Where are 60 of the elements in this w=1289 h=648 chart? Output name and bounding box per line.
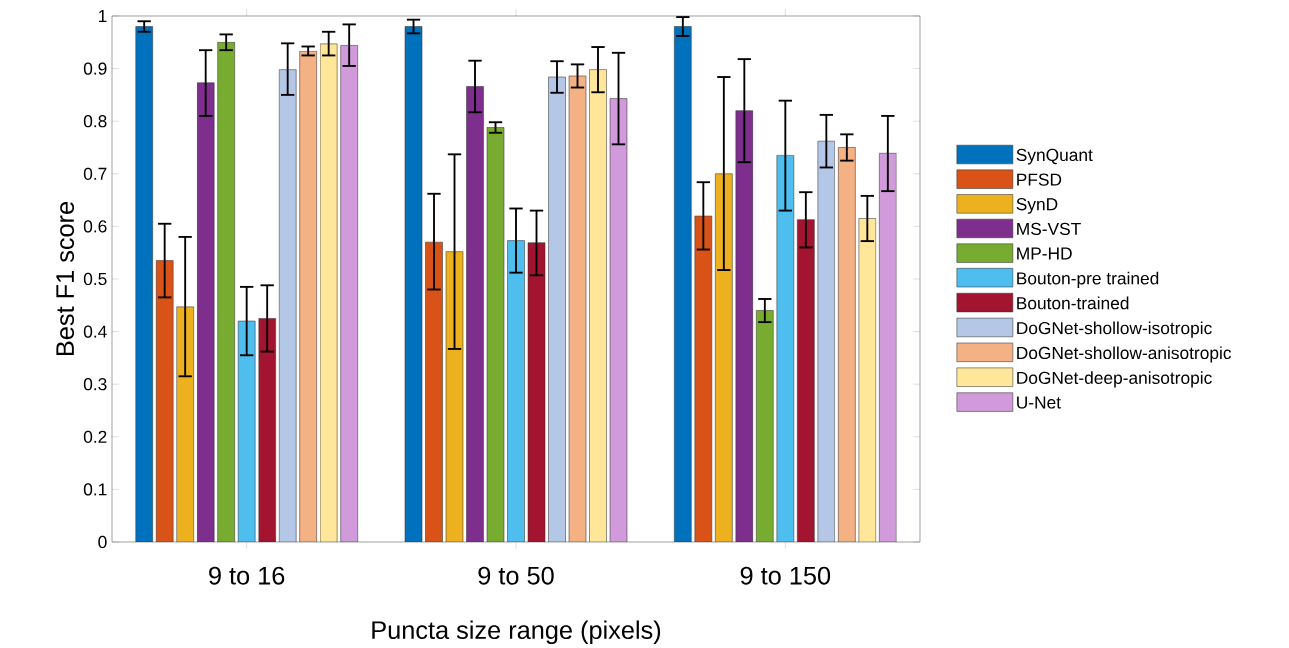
- bar: [155, 260, 174, 542]
- bar: [568, 75, 587, 542]
- bar: [486, 127, 505, 542]
- y-tick-label: 0.2: [83, 430, 107, 443]
- y-tick-label: 0.7: [83, 167, 107, 180]
- bar: [674, 26, 692, 542]
- x-tick-label: 9 to 16: [209, 566, 285, 585]
- bar: [715, 173, 733, 542]
- bar: [278, 69, 297, 542]
- y-tick-label: 0: [98, 535, 107, 549]
- bar: [589, 69, 607, 542]
- y-tick-label: 0.3: [83, 378, 107, 391]
- bar: [217, 42, 235, 542]
- bar: [404, 26, 423, 542]
- bar: [527, 242, 546, 542]
- bar: [548, 76, 566, 542]
- legend-label: SynQuant: [1016, 148, 1093, 165]
- bar: [258, 318, 276, 542]
- bar: [196, 82, 215, 542]
- legend-label: DoGNet-shollow-isotropic: [1017, 321, 1212, 338]
- bar: [858, 218, 877, 542]
- legend-label: SynD: [1016, 198, 1058, 214]
- bar: [466, 86, 484, 542]
- bar: [176, 306, 194, 542]
- y-tick-label: 1: [98, 10, 107, 22]
- y-tick-label: 0.5: [83, 272, 107, 286]
- bar: [838, 147, 856, 542]
- bar: [776, 155, 795, 542]
- bar: [735, 110, 754, 542]
- bar: [340, 45, 358, 542]
- bar: [135, 26, 153, 542]
- x-tick-label: 9 to 150: [740, 566, 831, 585]
- y-axis-title: Best F1 score: [56, 201, 75, 356]
- bar: [879, 153, 897, 542]
- bar: [609, 98, 628, 542]
- y-tick-label: 0.6: [83, 220, 107, 233]
- bar: [797, 219, 815, 542]
- bar: [507, 240, 525, 542]
- legend-label: MP-HD: [1017, 247, 1072, 260]
- legend-label: Bouton-pre trained: [1017, 271, 1159, 288]
- bar: [756, 310, 774, 542]
- y-tick-label: 0.4: [83, 325, 107, 338]
- bar: [237, 320, 256, 542]
- legend-label: DoGNet-shollow-anisotropic: [1017, 346, 1232, 363]
- legend-label: Bouton-trained: [1017, 296, 1129, 310]
- bar: [299, 50, 317, 542]
- legend-label: DoGNet-deep-anisotropic: [1017, 371, 1212, 388]
- legend-label: MS-VST: [1017, 222, 1081, 236]
- y-tick-label: 0.1: [83, 483, 107, 496]
- x-axis-title: Puncta size range (pixels): [372, 620, 661, 645]
- bar: [445, 251, 464, 542]
- legend-label: PFSD: [1017, 173, 1062, 186]
- bar: [425, 241, 443, 542]
- bar: [319, 43, 338, 542]
- x-tick-label: 9 to 50: [478, 566, 554, 585]
- bar: [694, 215, 713, 542]
- y-tick-label: 0.8: [83, 115, 107, 128]
- y-tick-label: 0.9: [83, 62, 107, 75]
- legend-label: U-Net: [1017, 396, 1061, 409]
- bar: [817, 140, 836, 542]
